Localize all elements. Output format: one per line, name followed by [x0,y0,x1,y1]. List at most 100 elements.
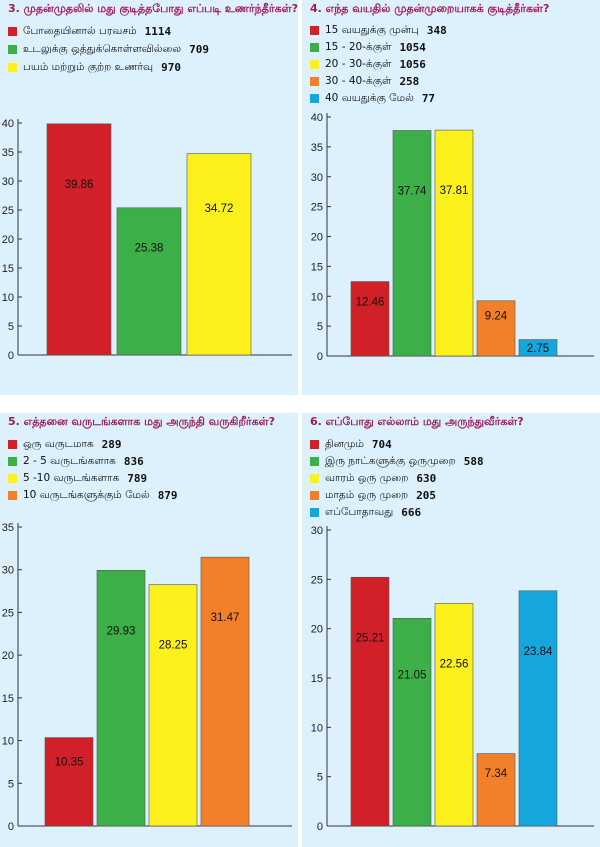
legend-count: 879 [157,489,178,502]
bar [392,130,432,357]
legend-swatch [8,44,17,54]
legend-label: 20 - 30-க்குள் [325,58,392,70]
bar [148,584,198,827]
bar [350,281,390,357]
legend-label: தினமும் [325,438,364,450]
bar [350,576,390,827]
y-tick-label: 25 [311,574,323,586]
legend-label: ஒரு வருடமாக [23,438,94,450]
y-tick-label: 5 [317,772,323,784]
bar-value-label: 29.93 [107,625,136,637]
legend-swatch [310,43,319,52]
y-tick-label: 25 [2,205,14,217]
legend-label: வாரம் ஒரு முறை [325,472,409,484]
y-tick-label: 20 [2,650,14,662]
legend-swatch [8,474,17,483]
legend-item: தினமும் 704 [310,436,484,453]
legend-swatch [310,474,319,483]
y-tick-label: 30 [311,525,323,537]
y-tick-label: 0 [8,350,14,362]
legend-label: மாதம் ஒரு முறை [325,489,409,501]
legend-swatch [310,94,319,103]
legend-count: 258 [399,75,420,88]
chart-legend: ஒரு வருடமாக 289 2 - 5 வருடங்களாக 836 5 -10 வ… [8,436,178,504]
legend-label: இரு நாட்களுக்கு ஒருமுறை [325,455,456,467]
y-tick-label: 5 [317,321,323,333]
y-tick-label: 25 [2,607,14,619]
legend-item: மாதம் ஒரு முறை 205 [310,487,484,504]
legend-swatch [310,457,319,466]
legend-item: 5 -10 வருடங்களாக 789 [8,470,178,487]
legend-label: எப்போதாவது [325,506,394,518]
bar-value-label: 39.86 [65,179,94,191]
y-tick-label: 15 [311,261,323,273]
legend-count: 704 [371,438,392,451]
legend-count: 1056 [399,58,426,71]
bar-value-label: 34.72 [205,203,234,215]
bar [434,603,474,827]
y-tick-label: 25 [311,202,323,214]
bar-value-label: 2.75 [527,343,549,355]
y-tick-label: 5 [8,778,14,790]
y-tick-label: 40 [2,118,14,130]
bar-value-label: 25.38 [135,243,164,255]
bar [200,556,250,827]
legend-label: உடலுக்கு ஒத்துக்கொள்ளவில்லை [23,42,182,55]
legend-item: பயம் மற்றும் குற்ற உணர்வு 970 [8,58,209,76]
y-tick-label: 15 [2,693,14,705]
legend-label: 15 - 20-க்குள் [325,41,392,53]
legend-count: 1054 [399,41,426,54]
chart-panel-q3: 3. முதன்முதலில் மது குடித்தபோது எப்படி உ… [0,0,298,395]
bar-value-label: 31.47 [211,612,240,624]
legend-label: 30 - 40-க்குள் [325,75,392,87]
y-tick-label: 40 [311,112,323,124]
y-tick-label: 10 [311,291,323,303]
y-tick-label: 10 [2,292,14,304]
bar [476,753,516,827]
chart-title: 6. எப்போது எல்லாம் மது அருந்துவீர்கள்? [310,415,524,428]
legend-count: 666 [401,506,422,519]
bar-chart-q3: 0 5 10 15 20 25 30 35 40 39.86 25.38 34.72 [2,118,292,362]
legend-count: 630 [416,472,437,485]
bar [392,618,432,827]
legend-swatch [8,491,17,500]
y-tick-label: 10 [311,722,323,734]
legend-swatch [310,60,319,69]
legend-label: 40 வயதுக்கு மேல் [325,92,414,104]
legend-swatch [310,26,319,35]
bar-value-label: 7.34 [485,768,508,780]
legend-swatch [8,26,17,36]
y-tick-label: 20 [2,234,14,246]
bar-value-label: 23.84 [524,646,553,658]
legend-item: உடலுக்கு ஒத்துக்கொள்ளவில்லை 709 [8,40,209,58]
legend-item: போதையினால் பரவசம் 1114 [8,22,209,40]
bar [46,123,112,356]
bar [96,570,146,827]
bar-value-label: 12.46 [356,297,385,309]
bar-value-label: 22.56 [440,658,469,670]
legend-count: 709 [189,42,209,56]
y-tick-label: 30 [311,172,323,184]
legend-item: 15 - 20-க்குள் 1054 [310,39,447,56]
y-tick-label: 20 [311,232,323,244]
y-tick-label: 15 [311,673,323,685]
chart-title: 3. முதன்முதலில் மது குடித்தபோது எப்படி உ… [8,2,298,15]
legend-item: 20 - 30-க்குள் 1056 [310,56,447,73]
y-tick-label: 35 [2,147,14,159]
legend-label: போதையினால் பரவசம் [23,24,137,37]
bar-value-label: 9.24 [485,311,508,323]
legend-swatch [8,457,17,466]
legend-item: இரு நாட்களுக்கு ஒருமுறை 588 [310,453,484,470]
bar-value-label: 25.21 [356,632,385,644]
legend-count: 205 [416,489,437,502]
bar [518,590,558,827]
y-tick-label: 0 [317,821,323,833]
chart-legend: போதையினால் பரவசம் 1114 உடலுக்கு ஒத்துக்கொள… [8,22,209,76]
y-tick-label: 35 [311,142,323,154]
bar-chart-q5: 0 5 10 15 20 25 30 35 10.35 29.93 28.25 31.47 [2,522,292,833]
chart-panel-q5: 5. எத்தனை வருடங்களாக மது அருந்தி வருகிறீ… [0,413,298,847]
legend-count: 789 [127,472,148,485]
legend-swatch [310,508,319,517]
legend-swatch [310,440,319,449]
